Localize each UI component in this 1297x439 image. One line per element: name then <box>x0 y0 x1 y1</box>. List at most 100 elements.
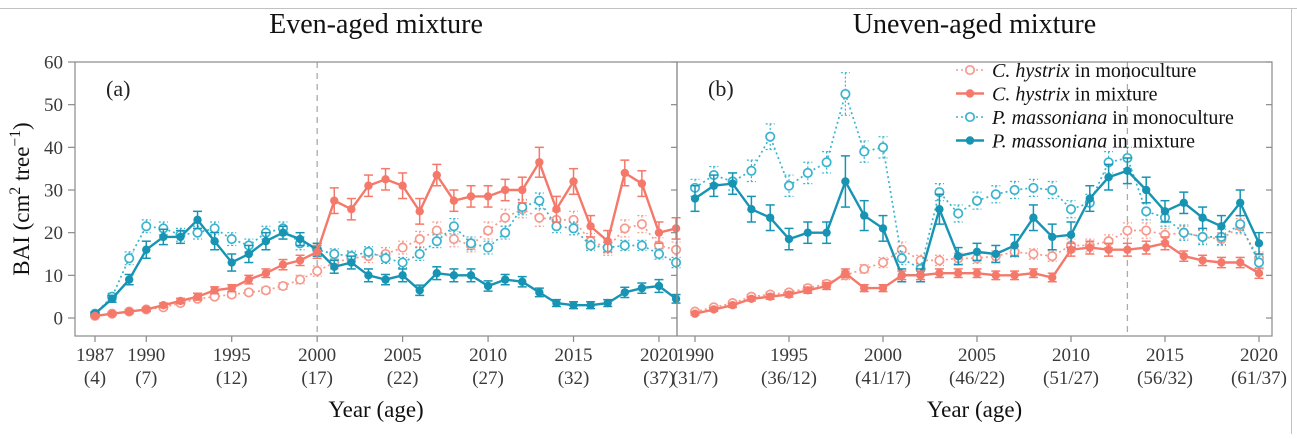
x-tick-year-label: 1995 <box>213 345 251 366</box>
data-point-marker <box>878 224 888 233</box>
data-point-marker <box>1236 198 1245 207</box>
y-tick-label: 60 <box>44 52 63 73</box>
data-point-marker <box>517 202 528 213</box>
data-point-marker <box>1217 258 1226 267</box>
panel-b-letter: (b) <box>708 76 734 101</box>
data-point-marker <box>671 294 681 303</box>
series-ch_mix <box>90 146 681 321</box>
panel-a-title: Even-aged mixture <box>269 9 483 40</box>
series-pm_mix <box>90 210 681 318</box>
legend-marker-circle <box>965 136 975 145</box>
data-point-marker <box>261 236 271 246</box>
legend-item-label: C. hystrix in mixture <box>992 84 1158 106</box>
data-point-marker <box>381 175 390 184</box>
data-point-marker <box>227 258 236 267</box>
y-axis-label-sup1: 2 <box>7 186 25 195</box>
data-point-marker <box>260 285 271 296</box>
data-point-marker <box>1048 273 1057 282</box>
data-point-marker <box>822 281 831 291</box>
data-point-marker <box>226 234 237 245</box>
data-point-marker <box>500 227 511 238</box>
data-point-marker <box>728 300 737 310</box>
data-point-marker <box>746 165 757 176</box>
data-point-marker <box>1235 219 1246 230</box>
legend-item-label: C. hystrix in monoculture <box>992 60 1197 82</box>
data-point-marker <box>466 271 476 280</box>
data-point-marker <box>312 247 322 257</box>
data-point-marker <box>972 268 982 278</box>
data-point-marker <box>619 240 630 251</box>
data-point-marker <box>261 268 271 278</box>
x-tick-year-label: 2010 <box>469 345 507 366</box>
data-point-marker <box>840 88 851 100</box>
data-point-marker <box>709 181 718 190</box>
data-point-marker <box>124 253 135 264</box>
data-point-marker <box>209 223 220 234</box>
data-point-marker <box>1217 222 1226 231</box>
data-point-marker <box>330 196 339 205</box>
x-tick-year-label: 2000 <box>864 345 902 366</box>
data-point-marker <box>398 271 407 280</box>
data-point-marker <box>568 223 579 234</box>
y-tick-label: 20 <box>44 223 63 244</box>
data-point-marker <box>448 221 459 232</box>
data-point-marker <box>690 194 700 203</box>
data-point-marker <box>312 266 323 277</box>
data-point-marker <box>483 192 493 201</box>
data-point-marker <box>364 181 373 190</box>
data-point-marker <box>278 228 288 237</box>
data-point-marker <box>896 253 907 264</box>
data-point-marker <box>1254 268 1264 278</box>
data-point-marker <box>822 228 831 237</box>
data-point-marker <box>859 263 870 274</box>
data-point-marker <box>1104 172 1113 182</box>
data-point-marker <box>897 271 906 280</box>
x-tick-age-label: (37) <box>643 368 675 389</box>
x-tick-year-label: 2015 <box>1146 345 1184 366</box>
data-point-marker <box>193 292 202 301</box>
x-tick-age-label: (46/22) <box>949 368 1005 389</box>
data-point-marker <box>603 298 612 308</box>
x-tick-age-label: (7) <box>135 368 157 389</box>
data-point-marker <box>1178 227 1189 238</box>
data-point-marker <box>766 213 775 222</box>
data-point-marker <box>1179 198 1189 207</box>
data-point-marker <box>860 283 869 293</box>
data-point-marker <box>551 221 562 232</box>
data-point-marker <box>363 246 374 257</box>
y-tick-label: 0 <box>54 309 64 330</box>
data-point-marker <box>535 158 544 167</box>
x-tick-year-label: 2000 <box>298 345 336 366</box>
data-point-marker <box>534 212 545 223</box>
data-point-marker <box>518 185 527 195</box>
data-point-marker <box>398 181 407 190</box>
data-point-marker <box>176 232 185 242</box>
data-point-marker <box>90 311 100 321</box>
data-point-marker <box>448 234 459 245</box>
x-tick-year-label: 2005 <box>958 345 996 366</box>
x-tick-age-label: (12) <box>216 368 248 389</box>
x-tick-age-label: (17) <box>301 368 333 389</box>
y-axis-label: BAI (cm2 tree−1) <box>7 122 35 275</box>
data-point-marker <box>586 222 595 231</box>
legend-item-label: P. massoniana in mixture <box>991 131 1195 153</box>
data-point-marker <box>841 268 850 278</box>
figure-border-top <box>0 8 1297 9</box>
y-axis-label-suffix: ) <box>8 122 34 130</box>
data-point-marker <box>1010 271 1019 280</box>
data-point-marker <box>295 274 306 285</box>
figure-border-right <box>1291 8 1292 434</box>
x-tick-year-label: 1990 <box>676 345 714 366</box>
data-point-marker <box>1123 166 1132 175</box>
data-point-marker <box>1142 185 1151 195</box>
data-point-marker <box>159 300 168 310</box>
x-tick-age-label: (51/27) <box>1043 368 1099 389</box>
x-tick-age-label: (61/37) <box>1231 368 1287 389</box>
x-tick-year-label: 2020 <box>640 345 678 366</box>
x-tick-year-label: 1990 <box>127 345 165 366</box>
data-point-marker <box>176 296 185 306</box>
data-point-marker <box>935 204 944 214</box>
data-point-marker <box>432 170 441 180</box>
data-point-marker <box>1123 245 1132 254</box>
